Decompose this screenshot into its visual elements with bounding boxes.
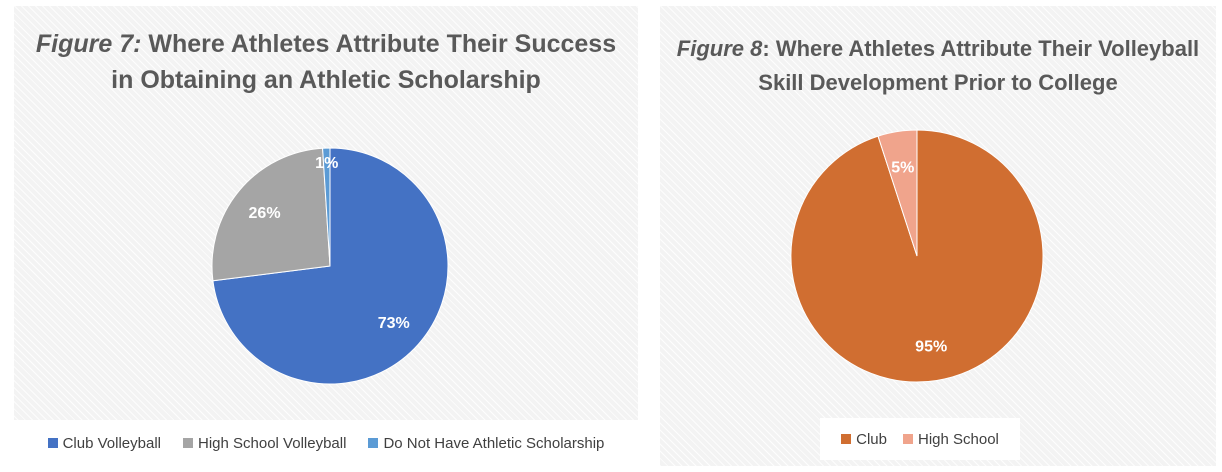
pie-chart-figure-8: 95% 5% <box>790 129 1044 383</box>
pie-slice-do-not-have-athletic-scholarship <box>322 147 331 267</box>
pie-chart-figure-7: 73% 26% 1% <box>211 147 449 385</box>
legend-swatch <box>902 434 913 444</box>
legend-label: High School <box>917 430 999 448</box>
legend-label: Club <box>856 430 887 448</box>
legend-label: Do Not Have Athletic Scholarship <box>383 434 605 452</box>
data-label-club: 95% <box>915 339 947 356</box>
chart-title-line-2: in Obtaining an Athletic Scholarship <box>111 66 541 94</box>
chart-title-line-2: Skill Development Prior to College <box>758 70 1118 95</box>
chart-legend: Club Volleyball High School Volleyball Do … <box>14 420 638 466</box>
data-label-high-school: 5% <box>891 159 914 176</box>
chart-title-line-1: Figure 7: Where Athletes Attribute Their… <box>14 26 638 62</box>
figure-number: Figure 8 <box>676 36 763 61</box>
chart-title-line-1: Figure 8: Where Athletes Attribute Their… <box>660 32 1216 66</box>
legend-item-club: Club <box>841 431 887 448</box>
chart-title-text: : Where Athletes Attribute Their Volleyb… <box>762 36 1200 61</box>
legend-item-do-not-have-athletic-scholarship: Do Not Have Athletic Scholarship <box>368 435 604 452</box>
chart-legend: Club High School <box>820 418 1020 460</box>
chart-panel-figure-8: Figure 8: Where Athletes Attribute Their… <box>660 6 1216 466</box>
data-label-high-school-volleyball: 26% <box>249 205 281 222</box>
legend-item-club-volleyball: Club Volleyball <box>47 434 161 452</box>
legend-item-high-school-volleyball: High School Volleyball <box>183 435 346 452</box>
legend-item-high-school: High School <box>902 430 999 448</box>
legend-label: High School Volleyball <box>198 434 347 452</box>
legend-label: Club Volleyball <box>62 434 161 452</box>
legend-swatch <box>183 438 193 448</box>
chart-panel-figure-7: Figure 7: Where Athletes Attribute Their… <box>14 6 638 466</box>
figure-number: Figure 7: <box>35 30 142 58</box>
legend-swatch <box>47 438 58 448</box>
pie-slice-high-school <box>877 129 918 257</box>
chart-title: Figure 7: Where Athletes Attribute Their… <box>14 26 638 98</box>
legend-swatch <box>368 438 379 448</box>
chart-title-text: Where Athletes Attribute Their Success <box>148 30 617 58</box>
chart-title: Figure 8: Where Athletes Attribute Their… <box>660 32 1216 100</box>
data-label-club-volleyball: 73% <box>378 315 410 332</box>
pie-slice-high-school-volleyball <box>211 147 331 282</box>
data-label-do-not-have-athletic-scholarship: 1% <box>315 155 338 172</box>
legend-swatch <box>841 434 852 444</box>
